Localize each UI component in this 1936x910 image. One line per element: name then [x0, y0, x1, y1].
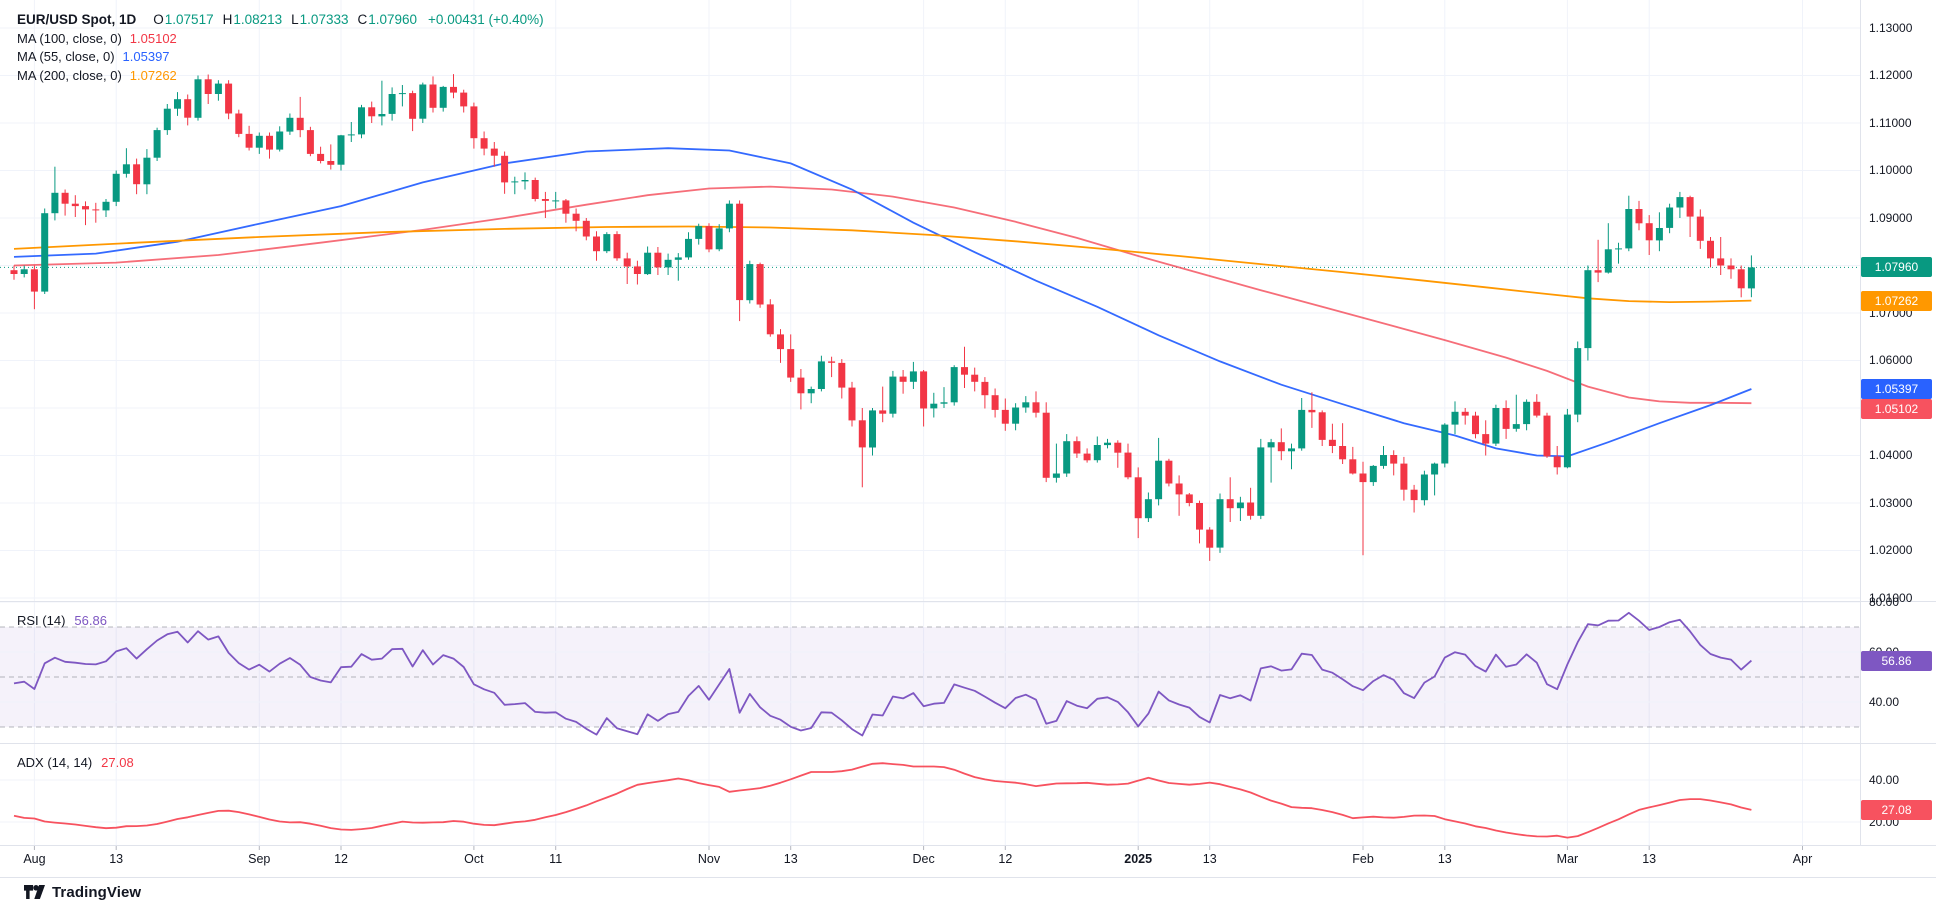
price-axis-label: 1.03000 [1869, 495, 1913, 510]
price-tag: 1.05102 [1861, 399, 1932, 420]
time-axis-label: 13 [1642, 852, 1657, 866]
rsi-label: RSI (14) [17, 613, 66, 628]
tradingview-mark-icon [24, 885, 45, 899]
price-tag: 1.07262 [1861, 290, 1932, 311]
price-tag: 1.07960 [1861, 257, 1932, 278]
price-tag: 1.05397 [1861, 379, 1932, 400]
time-axis-label: Nov [697, 852, 721, 866]
rsi-axis-label: 80.00 [1869, 594, 1900, 609]
time-axis-label: Mar [1556, 852, 1579, 866]
legend: EUR/USD Spot, 1D O 1.07517 H 1.08213 L 1.07… [17, 10, 544, 85]
time-axis-label: 11 [549, 852, 563, 866]
time-axis-label: Oct [464, 852, 484, 866]
change-value: +0.00431 (+0.40%) [428, 12, 544, 27]
time-axis-label: Feb [1352, 852, 1374, 866]
symbol-title: EUR/USD Spot, 1D [17, 12, 137, 27]
tradingview-logo-text: TradingView [52, 883, 142, 901]
rsi-tag: 56.86 [1861, 650, 1932, 671]
price-axis-label: 1.02000 [1869, 543, 1913, 557]
adx-label: ADX (14, 14) [17, 755, 93, 770]
price-axis-label: 1.09000 [1869, 210, 1913, 225]
adx-value: 27.08 [101, 755, 134, 770]
time-scale[interactable]: Aug 13 Sep 12 Oct 11 Nov 13 Dec 12 2025 13 Feb 13 Mar 1… [0, 845, 1936, 878]
price-axis-label: 1.13000 [1869, 20, 1913, 35]
ma-label: MA (200, close, 0) [17, 67, 122, 83]
time-axis-label: 2025 [1124, 852, 1153, 866]
adx-legend[interactable]: ADX (14, 14) 27.08 [17, 755, 134, 770]
ma-legend-row[interactable]: MA (200, close, 0) 1.07262 [17, 66, 544, 85]
ma-label: MA (55, close, 0) [17, 49, 115, 65]
price-scale[interactable]: 1.13000 1.12000 1.11000 1.10000 1.09000 1.070… [1860, 0, 1936, 845]
time-axis-label: Dec [912, 852, 935, 866]
ma-value: 1.07262 [129, 67, 177, 83]
ma-legend-row[interactable]: MA (100, close, 0) 1.05102 [17, 29, 544, 48]
close-value: C 1.07960 [357, 12, 418, 27]
price-axis-label: 1.04000 [1869, 448, 1913, 462]
adx-tag: 27.08 [1861, 799, 1932, 820]
price-axis-label: 1.12000 [1869, 68, 1913, 82]
time-axis-label: 13 [1202, 852, 1217, 866]
open-value: O 1.07517 [153, 12, 214, 27]
low-value: L 1.07333 [291, 12, 349, 27]
time-axis-label: 13 [1437, 852, 1452, 866]
time-axis-label: 13 [109, 852, 124, 866]
price-axis-label: 1.11000 [1869, 115, 1912, 130]
ma-legend: MA (100, close, 0) 1.05102 MA (55, close, … [17, 29, 544, 85]
time-axis-label: Apr [1792, 852, 1813, 866]
tradingview-logo[interactable]: TradingView [24, 883, 141, 901]
price-axis-label: 1.01000 [1869, 590, 1913, 605]
time-axis-label: Sep [248, 852, 271, 866]
ma-value: 1.05102 [129, 30, 177, 46]
time-axis-label: 12 [998, 852, 1013, 866]
symbol-row[interactable]: EUR/USD Spot, 1D O 1.07517 H 1.08213 L 1.07… [17, 10, 544, 29]
rsi-axis-label: 40.00 [1869, 694, 1900, 709]
time-axis-label: 12 [334, 852, 348, 866]
time-axis-label: 13 [783, 852, 798, 866]
ma-label: MA (100, close, 0) [17, 30, 122, 46]
price-axis-label: 1.10000 [1869, 163, 1913, 177]
rsi-legend[interactable]: RSI (14) 56.86 [17, 613, 107, 628]
high-value: H 1.08213 [222, 12, 283, 27]
rsi-value: 56.86 [74, 613, 107, 628]
price-axis-label: 1.06000 [1869, 353, 1913, 367]
time-axis-label: Aug [23, 852, 46, 866]
ma-value: 1.05397 [122, 49, 170, 65]
ma-legend-row[interactable]: MA (55, close, 0) 1.05397 [17, 48, 544, 67]
adx-axis-label: 40.00 [1869, 772, 1900, 787]
